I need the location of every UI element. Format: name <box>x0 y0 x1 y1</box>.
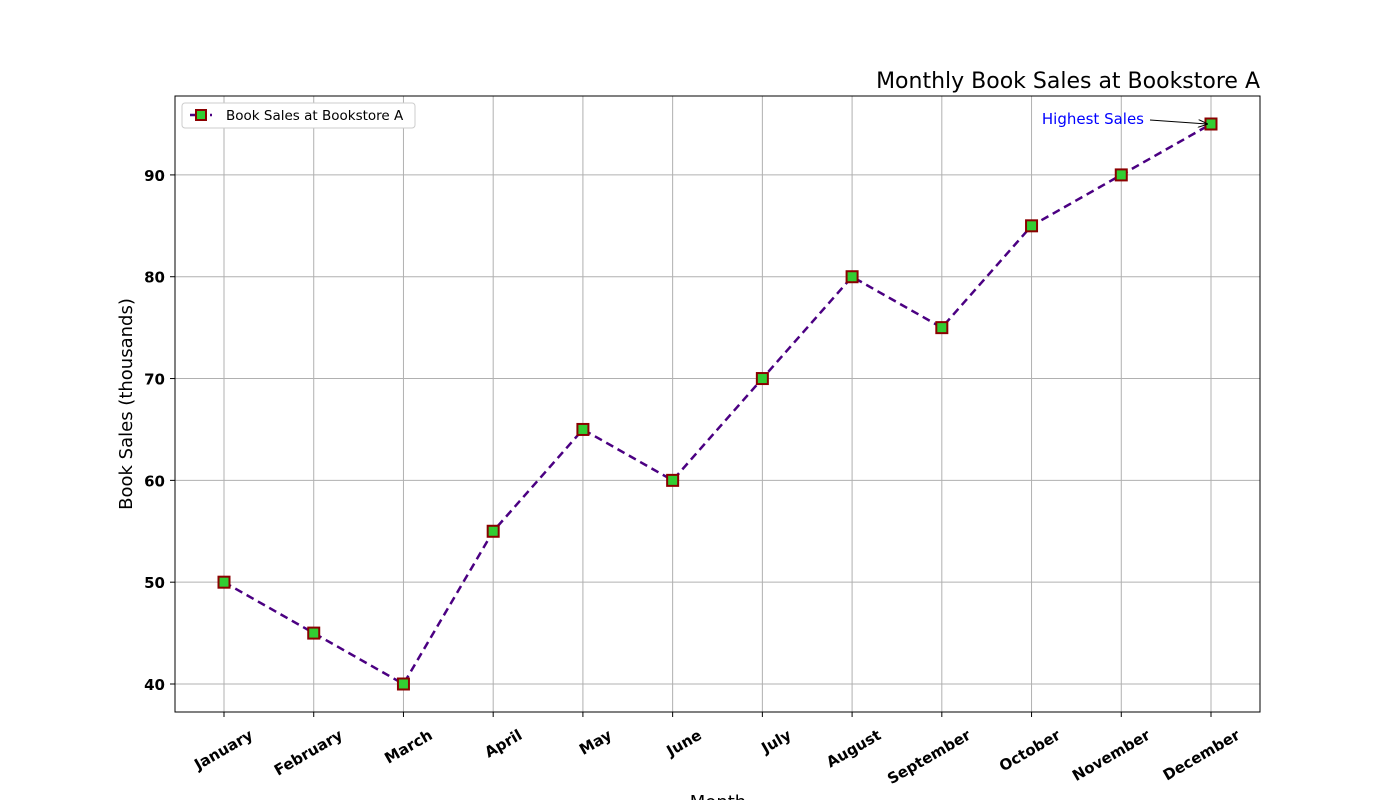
y-tick-label: 50 <box>144 574 165 592</box>
data-point-marker <box>845 270 859 284</box>
series-line <box>223 122 1212 686</box>
y-tick-label: 80 <box>144 269 165 287</box>
x-tick-label: December <box>1160 726 1244 785</box>
y-axis-label: Book Sales (thousands) <box>116 298 137 510</box>
x-tick-label: February <box>271 726 346 780</box>
x-tick-label: November <box>1069 726 1154 785</box>
data-point-marker <box>307 626 321 640</box>
data-point-marker <box>576 422 590 436</box>
y-tick-label: 40 <box>144 676 165 694</box>
x-tick-label: August <box>823 726 884 771</box>
x-tick-label: October <box>996 726 1064 776</box>
annotation-arrow <box>1149 120 1207 124</box>
x-tick-label: January <box>190 726 256 774</box>
x-tick-label: May <box>576 726 615 759</box>
data-point-marker <box>486 524 500 538</box>
chart-title: Monthly Book Sales at Bookstore A <box>876 69 1260 94</box>
y-tick-label: 70 <box>144 371 165 389</box>
data-point-marker <box>1114 168 1128 182</box>
axis-ticks: January February March April May June July Augu… <box>144 167 1243 788</box>
plot-area-frame <box>174 95 1261 713</box>
data-point-marker <box>1204 117 1218 131</box>
legend: Book Sales at Bookstore A <box>181 102 416 129</box>
legend-marker-square <box>195 109 207 121</box>
legend-label: Book Sales at Bookstore A <box>226 108 404 124</box>
x-tick-label: March <box>381 726 435 768</box>
grid-lines <box>175 96 1260 712</box>
data-point-marker <box>935 321 949 335</box>
data-point-marker <box>396 677 410 691</box>
x-tick-label: June <box>663 726 705 761</box>
data-point-marker <box>1025 219 1039 233</box>
data-point-marker <box>755 372 769 386</box>
y-tick-label: 60 <box>144 472 165 490</box>
x-tick-label: September <box>884 726 974 788</box>
data-point-marker <box>217 575 231 589</box>
annotation-text: Highest Sales <box>1042 110 1144 128</box>
x-tick-label: April <box>482 726 526 762</box>
x-axis-label: Month <box>690 792 746 800</box>
legend-box <box>181 102 416 129</box>
series-layer <box>217 117 1218 691</box>
annotation: Highest Sales <box>1042 110 1207 128</box>
x-tick-label: July <box>757 726 794 758</box>
y-tick-label: 90 <box>144 167 165 185</box>
data-point-marker <box>666 473 680 487</box>
